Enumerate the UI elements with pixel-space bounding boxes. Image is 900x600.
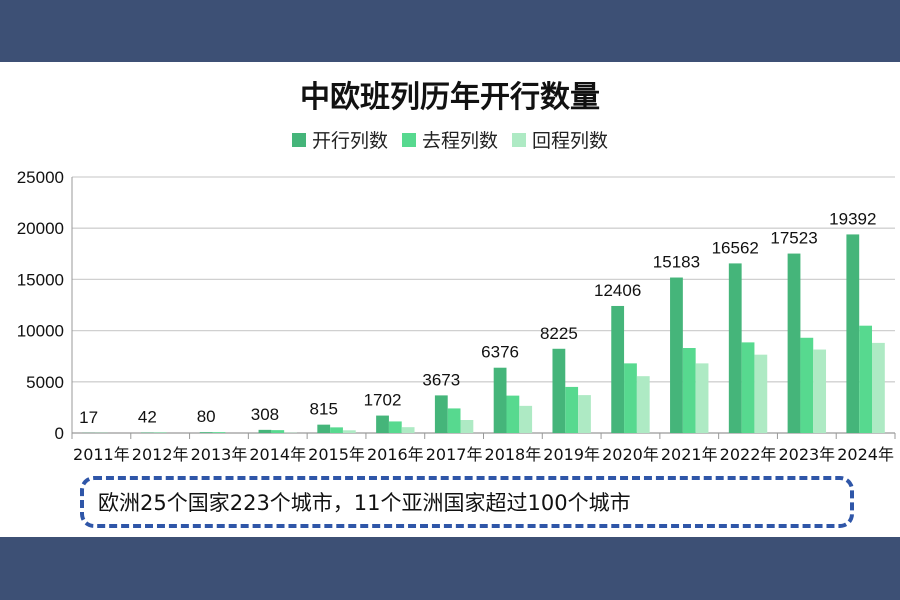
bar-回程列数	[460, 419, 474, 433]
x-tick-label: 2023年	[778, 445, 835, 464]
bar-去程列数	[800, 337, 814, 433]
bar-开行列数	[670, 277, 683, 433]
slide-panel	[0, 62, 900, 537]
chart-title: 中欧班列历年开行数量	[300, 80, 600, 115]
legend-item: 开行列数	[291, 126, 388, 153]
data-label: 815	[310, 400, 338, 419]
bar-开行列数	[552, 348, 566, 433]
legend-swatch	[512, 132, 526, 147]
y-tick-label: 15000	[17, 270, 64, 289]
bar-回程列数	[813, 349, 827, 433]
bar-回程列数	[695, 363, 709, 433]
bar-回程列数	[401, 427, 415, 433]
y-tick-label: 25000	[17, 168, 64, 187]
bar-回程列数	[578, 395, 591, 433]
data-label: 15183	[653, 253, 700, 272]
bar-开行列数	[787, 253, 801, 433]
bar-开行列数	[611, 305, 625, 433]
y-tick-label: 10000	[17, 322, 64, 341]
bar-去程列数	[565, 386, 579, 433]
bar-开行列数	[258, 429, 272, 433]
bar-回程列数	[636, 376, 650, 433]
x-tick-label: 2019年	[543, 445, 600, 464]
data-label: 12406	[594, 281, 641, 300]
bar-去程列数	[859, 325, 873, 433]
data-label: 308	[251, 405, 279, 424]
x-tick-label: 2018年	[485, 445, 542, 464]
bar-去程列数	[271, 430, 285, 433]
bar-开行列数	[728, 263, 742, 433]
legend-label: 开行列数	[311, 130, 388, 152]
x-tick-label: 2020年	[602, 445, 659, 464]
bar-开行列数	[493, 367, 507, 433]
data-label: 8225	[540, 324, 578, 343]
y-tick-label: 0	[55, 424, 64, 443]
bar-回程列数	[519, 405, 533, 433]
legend-swatch	[291, 132, 306, 147]
x-tick-label: 2013年	[191, 445, 248, 464]
data-label: 17523	[770, 229, 817, 248]
data-label: 80	[197, 407, 216, 426]
legend-label: 回程列数	[532, 130, 609, 152]
legend-label: 去程列数	[421, 130, 498, 152]
data-label: 42	[138, 408, 157, 427]
bar-开行列数	[199, 432, 213, 433]
data-label: 3673	[422, 370, 460, 389]
x-tick-label: 2017年	[426, 445, 483, 464]
bar-去程列数	[330, 427, 343, 433]
bar-去程列数	[682, 348, 696, 433]
bar-开行列数	[376, 415, 389, 433]
y-tick-label: 20000	[17, 219, 64, 238]
bar-开行列数	[317, 424, 331, 433]
bar-去程列数	[388, 421, 402, 433]
bar-回程列数	[872, 342, 885, 433]
data-label: 19392	[829, 209, 876, 228]
bar-去程列数	[212, 432, 226, 433]
data-label: 1702	[364, 391, 402, 410]
x-tick-label: 2011年	[73, 445, 130, 464]
bar-去程列数	[506, 395, 520, 433]
x-tick-label: 2015年	[308, 445, 365, 464]
x-tick-label: 2012年	[132, 445, 189, 464]
bar-去程列数	[741, 342, 755, 433]
legend-swatch	[401, 132, 416, 147]
bar-开行列数	[434, 395, 448, 433]
x-tick-label: 2014年	[249, 445, 306, 464]
x-tick-label: 2021年	[661, 445, 718, 464]
legend-item: 回程列数	[512, 126, 608, 153]
bar-去程列数	[624, 363, 637, 433]
x-tick-label: 2022年	[720, 445, 777, 464]
bar-去程列数	[447, 408, 461, 433]
y-tick-label: 5000	[26, 373, 64, 392]
note-text: 欧洲25个国家223个城市，11个亚洲国家超过100个城市	[98, 491, 631, 515]
note-box: 欧洲25个国家223个城市，11个亚洲国家超过100个城市	[80, 476, 854, 528]
bar-回程列数	[754, 354, 768, 433]
data-label: 17	[79, 408, 98, 427]
x-tick-label: 2024年	[837, 445, 894, 464]
x-tick-label: 2016年	[367, 445, 424, 464]
legend: 开行列数 去程列数 回程列数	[0, 126, 900, 153]
bar-开行列数	[846, 234, 860, 433]
data-label: 6376	[481, 343, 519, 362]
legend-item: 去程列数	[401, 126, 498, 153]
bar-回程列数	[342, 430, 356, 433]
data-label: 16562	[712, 238, 759, 257]
